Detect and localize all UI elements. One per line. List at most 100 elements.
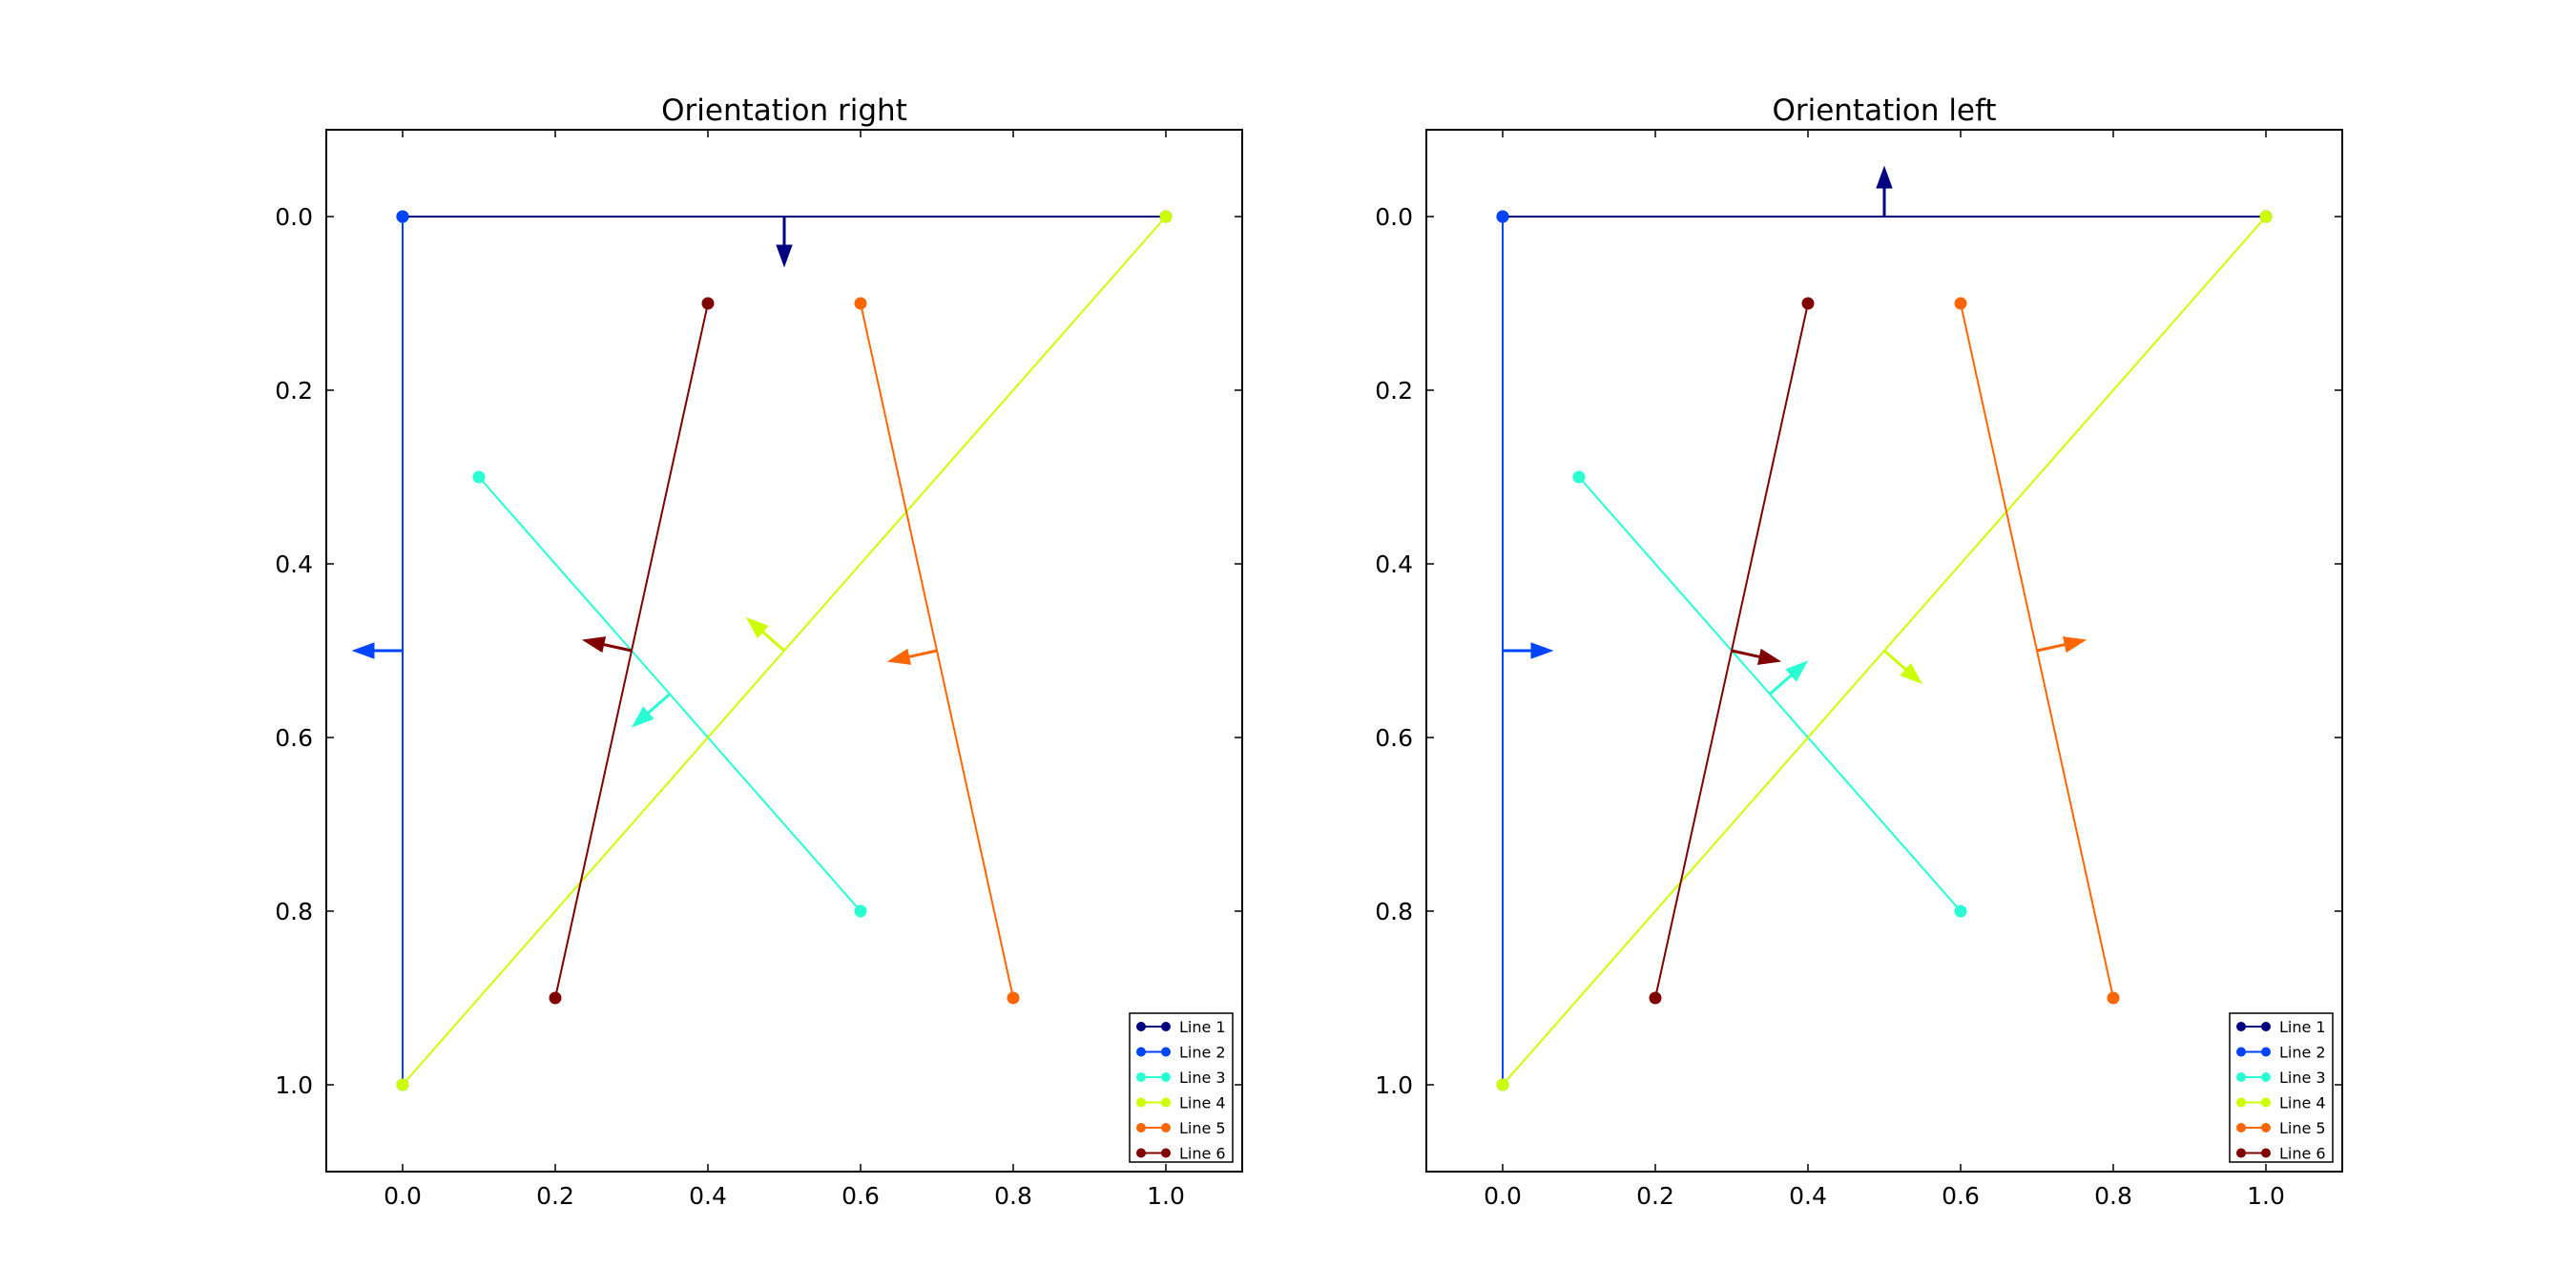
y-tick-label: 0.2	[275, 377, 313, 405]
series-point-2-start	[1496, 210, 1509, 223]
orientation-arrow-shaft-6	[603, 643, 633, 653]
legend-marker-end	[1161, 1148, 1171, 1158]
legend-label: Line 5	[1179, 1119, 1226, 1137]
x-tick-label: 1.0	[2247, 1182, 2285, 1210]
orientation-arrow-head-4	[745, 616, 769, 639]
y-tick-label: 0.6	[1375, 724, 1413, 752]
orientation-arrow-head-4	[1900, 662, 1923, 685]
x-tick-label: 0.0	[384, 1182, 422, 1210]
series-point-6-end	[1649, 991, 1662, 1005]
orientation-arrow-head-5	[2062, 636, 2088, 654]
legend-box	[1129, 1012, 1234, 1163]
legend-marker-end	[1161, 1047, 1171, 1057]
legend-entry-5: Line 5	[1136, 1119, 1226, 1137]
legend-marker-end	[1161, 1123, 1171, 1132]
legend-label: Line 2	[2279, 1044, 2326, 1062]
y-tick-label: 1.0	[1375, 1071, 1413, 1099]
legend-marker-end	[2261, 1022, 2271, 1031]
series-point-6-start	[1801, 297, 1815, 310]
legend-marker-start	[1136, 1097, 1146, 1108]
legend-box	[2229, 1012, 2334, 1163]
x-tick-label: 0.8	[2094, 1182, 2132, 1210]
orientation-arrow-head-5	[886, 648, 912, 665]
x-tick-label: 0.6	[1942, 1182, 1980, 1210]
orientation-arrow-shaft-3	[647, 693, 671, 715]
orientation-arrow-shaft-5	[2036, 643, 2066, 653]
series-point-3-start	[1572, 470, 1586, 484]
legend-entry-4: Line 4	[1136, 1094, 1226, 1112]
legend-marker-start	[2236, 1047, 2246, 1057]
orientation-arrow-shaft-3	[1769, 674, 1793, 696]
legend-entry-1: Line 1	[1136, 1018, 1226, 1036]
series-point-4-end	[396, 1078, 409, 1091]
legend-marker-end	[2261, 1097, 2271, 1108]
legend-entry-1: Line 1	[2236, 1018, 2326, 1036]
y-tick-label: 0.4	[275, 551, 313, 578]
orientation-arrow-head-3	[1785, 660, 1809, 682]
series-point-4-start	[1159, 210, 1173, 223]
legend-label: Line 4	[2279, 1094, 2326, 1112]
y-tick-label: 0.0	[1375, 203, 1413, 231]
legend-marker-end	[1161, 1072, 1171, 1082]
orientation-arrow-shaft-4	[1883, 649, 1907, 671]
series-point-5-start	[854, 297, 867, 310]
y-tick-label: 0.0	[275, 203, 313, 231]
orientation-arrow-shaft-6	[1731, 649, 1760, 658]
orientation-arrow-head-1	[776, 244, 793, 268]
series-point-5-end	[2107, 991, 2120, 1005]
x-tick-label: 1.0	[1147, 1182, 1185, 1210]
legend-entry-3: Line 3	[2236, 1069, 2326, 1087]
chart-title: Orientation left	[1772, 93, 1996, 128]
legend-entry-4: Line 4	[2236, 1094, 2326, 1112]
legend-entry-5: Line 5	[2236, 1119, 2326, 1137]
legend-label: Line 1	[1179, 1018, 1226, 1036]
y-tick-label: 1.0	[275, 1071, 313, 1099]
plot-frame	[1425, 129, 2343, 1173]
orientation-arrow-head-2	[351, 642, 375, 659]
legend-label: Line 6	[2279, 1145, 2326, 1163]
x-tick-label: 0.2	[1636, 1182, 1674, 1210]
series-point-4-start	[2259, 210, 2273, 223]
series-point-5-end	[1007, 991, 1020, 1005]
legend-marker-end	[2261, 1148, 2271, 1158]
chart-panel-2: Orientation left 0.0 0.2 0.4 0.6 0.8 1.0 0.0 0.2…	[1375, 93, 2343, 1210]
orientation-arrow-shaft-4	[761, 631, 785, 653]
x-tick-label: 0.2	[536, 1182, 574, 1210]
legend-label: Line 2	[1179, 1044, 1226, 1062]
legend-label: Line 5	[2279, 1119, 2326, 1137]
y-tick-label: 0.8	[275, 898, 313, 925]
legend: Line 1 Line 2 Line 3 Line 4 Line 5 Line 6	[1129, 1012, 1234, 1163]
legend-marker-start	[1136, 1148, 1146, 1158]
x-tick-label: 0.4	[689, 1182, 727, 1210]
legend-marker-start	[2236, 1072, 2246, 1082]
x-tick-label: 0.8	[994, 1182, 1032, 1210]
legend-marker-start	[2236, 1148, 2246, 1158]
legend-entry-3: Line 3	[1136, 1069, 1226, 1087]
orientation-arrow-head-2	[1530, 642, 1554, 659]
legend-marker-start	[2236, 1022, 2246, 1031]
series-point-5-start	[1954, 297, 1967, 310]
legend-marker-end	[2261, 1123, 2271, 1132]
y-tick-label: 0.6	[275, 724, 313, 752]
x-tick-label: 0.4	[1789, 1182, 1827, 1210]
legend-label: Line 1	[2279, 1018, 2326, 1036]
chart-title: Orientation right	[661, 93, 907, 128]
x-tick-label: 0.0	[1484, 1182, 1522, 1210]
legend-marker-end	[1161, 1097, 1171, 1108]
series-point-3-start	[472, 470, 486, 484]
orientation-arrow-head-3	[631, 706, 654, 728]
x-tick-label: 0.6	[841, 1182, 880, 1210]
legend-label: Line 6	[1179, 1145, 1226, 1163]
legend-marker-end	[2261, 1047, 2271, 1057]
y-tick-label: 0.4	[1375, 551, 1413, 578]
legend-marker-start	[1136, 1123, 1146, 1132]
orientation-arrow-head-6	[581, 636, 607, 654]
chart-panel-1: Orientation right 0.0 0.2 0.4 0.6 0.8 1.0 0.0 0.…	[275, 93, 1243, 1210]
series-point-2-start	[396, 210, 409, 223]
legend-marker-end	[2261, 1072, 2271, 1082]
orientation-arrow-head-6	[1756, 648, 1782, 665]
series-point-6-start	[701, 297, 715, 310]
plot-frame	[325, 129, 1243, 1173]
series-point-3-end	[1954, 904, 1967, 918]
